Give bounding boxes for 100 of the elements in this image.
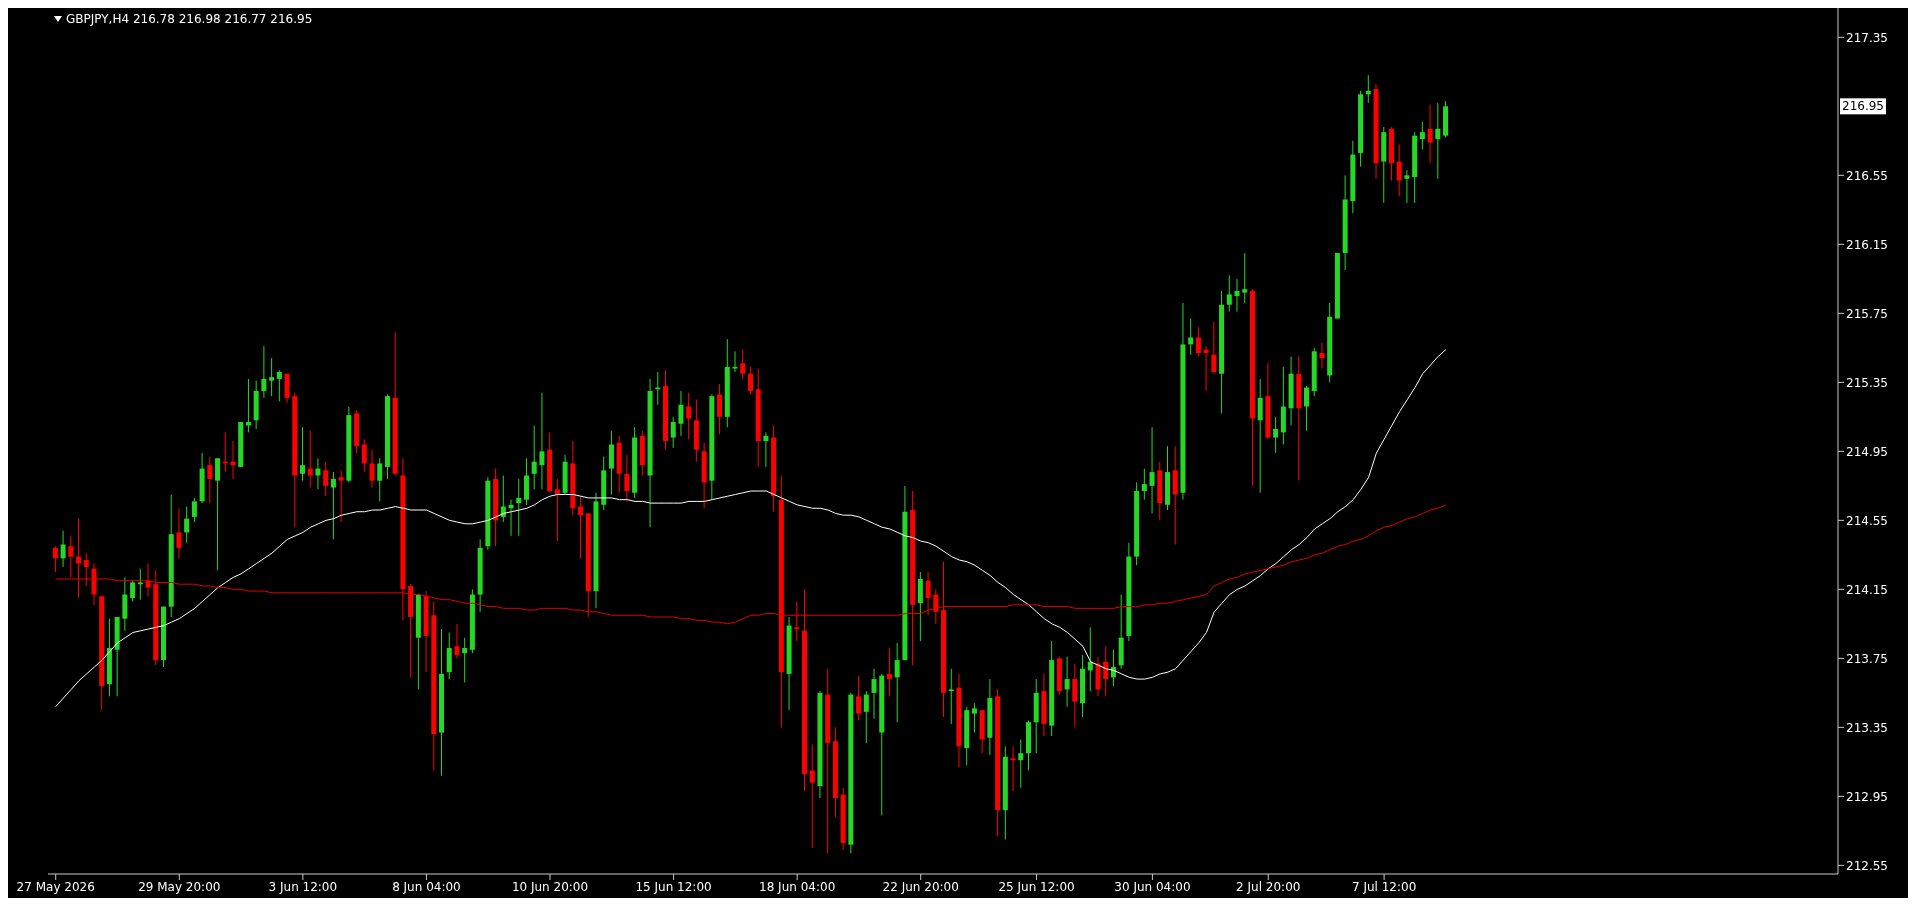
candlestick: [747, 366, 753, 395]
candlestick: [300, 426, 305, 482]
candlestick: [1427, 104, 1433, 164]
y-tick-label: 215.75: [1846, 306, 1888, 321]
candlestick: [1064, 656, 1070, 708]
candlestick: [886, 647, 892, 697]
candlestick: [330, 471, 336, 540]
candlestick: [554, 478, 560, 542]
line-series: [55, 504, 1447, 625]
candlestick: [1273, 416, 1279, 454]
candlestick: [176, 507, 182, 559]
candlestick: [1257, 378, 1263, 494]
candlestick: [1188, 318, 1194, 356]
candlestick: [307, 430, 313, 489]
candlestick: [871, 668, 877, 720]
candlestick: [361, 438, 367, 473]
candlestick: [261, 345, 267, 399]
candlestick: [531, 424, 537, 490]
candlestick: [516, 478, 522, 537]
candlestick: [276, 369, 282, 402]
x-tick-label: 3 Jun 12:00: [268, 879, 338, 894]
candlestick: [1141, 468, 1147, 501]
candlestick: [933, 588, 939, 625]
chart-title: GBPJPY,H4 216.78 216.98 216.77 216.95: [66, 12, 313, 26]
text: 216.95: [1842, 99, 1884, 114]
candlestick: [215, 457, 221, 571]
candlestick: [624, 454, 630, 502]
candlestick: [323, 461, 329, 497]
candlestick: [377, 457, 383, 502]
candlestick: [1404, 169, 1410, 204]
x-tick-label: 10 Jun 20:00: [511, 879, 589, 894]
candlestick: [1010, 745, 1016, 792]
candlestick: [1226, 274, 1232, 313]
candlestick: [794, 600, 800, 642]
candlestick: [207, 456, 213, 504]
candlestick: [454, 623, 460, 659]
candlestick: [145, 562, 151, 597]
candlestick: [338, 469, 344, 523]
x-tick-label: 2 Jul 20:00: [1236, 879, 1301, 894]
candlestick: [269, 357, 275, 397]
candlestick: [539, 392, 545, 490]
candlestick: [83, 552, 89, 587]
candlestick: [1211, 321, 1217, 375]
candlestick: [1103, 645, 1109, 697]
candlestick: [763, 431, 769, 468]
candlestick: [462, 637, 468, 684]
candlestick: [925, 571, 931, 616]
candlestick: [732, 350, 738, 373]
y-tick-label: 213.75: [1846, 651, 1888, 666]
candlestick: [856, 675, 862, 721]
candlestick: [578, 495, 584, 559]
candlestick: [1396, 143, 1402, 197]
candlestick: [1149, 426, 1155, 514]
y-tick-label: 214.15: [1846, 582, 1888, 597]
y-tick-label: 217.35: [1846, 30, 1888, 45]
candlestick: [717, 383, 723, 435]
candlestick: [1242, 252, 1248, 304]
candlestick: [1234, 278, 1240, 313]
candlestick: [1195, 326, 1201, 357]
candlestick: [52, 545, 58, 573]
candlestick: [686, 392, 692, 440]
line-series: [55, 349, 1447, 708]
x-tick-label: 15 Jun 12:00: [635, 879, 712, 894]
x-tick-label: 25 Jun 12:00: [998, 879, 1075, 894]
candlestick: [137, 568, 143, 601]
candlestick: [60, 530, 66, 568]
candlestick: [68, 535, 74, 578]
y-tick-label: 216.15: [1846, 237, 1888, 252]
candlestick: [1304, 385, 1310, 432]
x-tick-label: 22 Jun 20:00: [882, 879, 959, 894]
candlestick: [894, 642, 900, 723]
candlestick: [1319, 342, 1325, 370]
candlestick: [971, 702, 977, 734]
y-tick-label: 214.95: [1846, 444, 1888, 459]
y-tick-label: 213.35: [1846, 720, 1888, 735]
candlestick: [130, 580, 136, 602]
y-tick-label: 214.55: [1846, 513, 1888, 528]
candlestick: [670, 416, 676, 449]
y-tick-label: 215.35: [1846, 375, 1888, 390]
candlestick: [863, 690, 869, 744]
candlestick: [191, 497, 197, 523]
candlestick: [678, 390, 684, 437]
candlestick: [809, 744, 815, 849]
x-tick-label: 18 Jun 04:00: [759, 879, 836, 894]
x-tick-label: 8 Jun 04:00: [392, 879, 461, 894]
y-tick-label: 216.55: [1846, 168, 1888, 183]
candlestick: [948, 668, 954, 725]
x-tick-label: 27 May 2026: [16, 879, 95, 894]
candlestick: [1435, 102, 1441, 180]
x-tick-label: 29 May 20:00: [138, 879, 221, 894]
candlestick: [369, 449, 375, 489]
candlestick: [1018, 738, 1024, 789]
y-tick-label: 212.95: [1846, 789, 1888, 804]
candlestick: [184, 506, 190, 544]
x-tick-label: 30 Jun 04:00: [1114, 879, 1191, 894]
candlestick: [315, 457, 321, 490]
candlestick: [1419, 121, 1425, 150]
x-tick-label: 7 Jul 12:00: [1351, 879, 1417, 894]
y-tick-label: 212.55: [1846, 858, 1888, 873]
candlestick: [740, 349, 746, 380]
